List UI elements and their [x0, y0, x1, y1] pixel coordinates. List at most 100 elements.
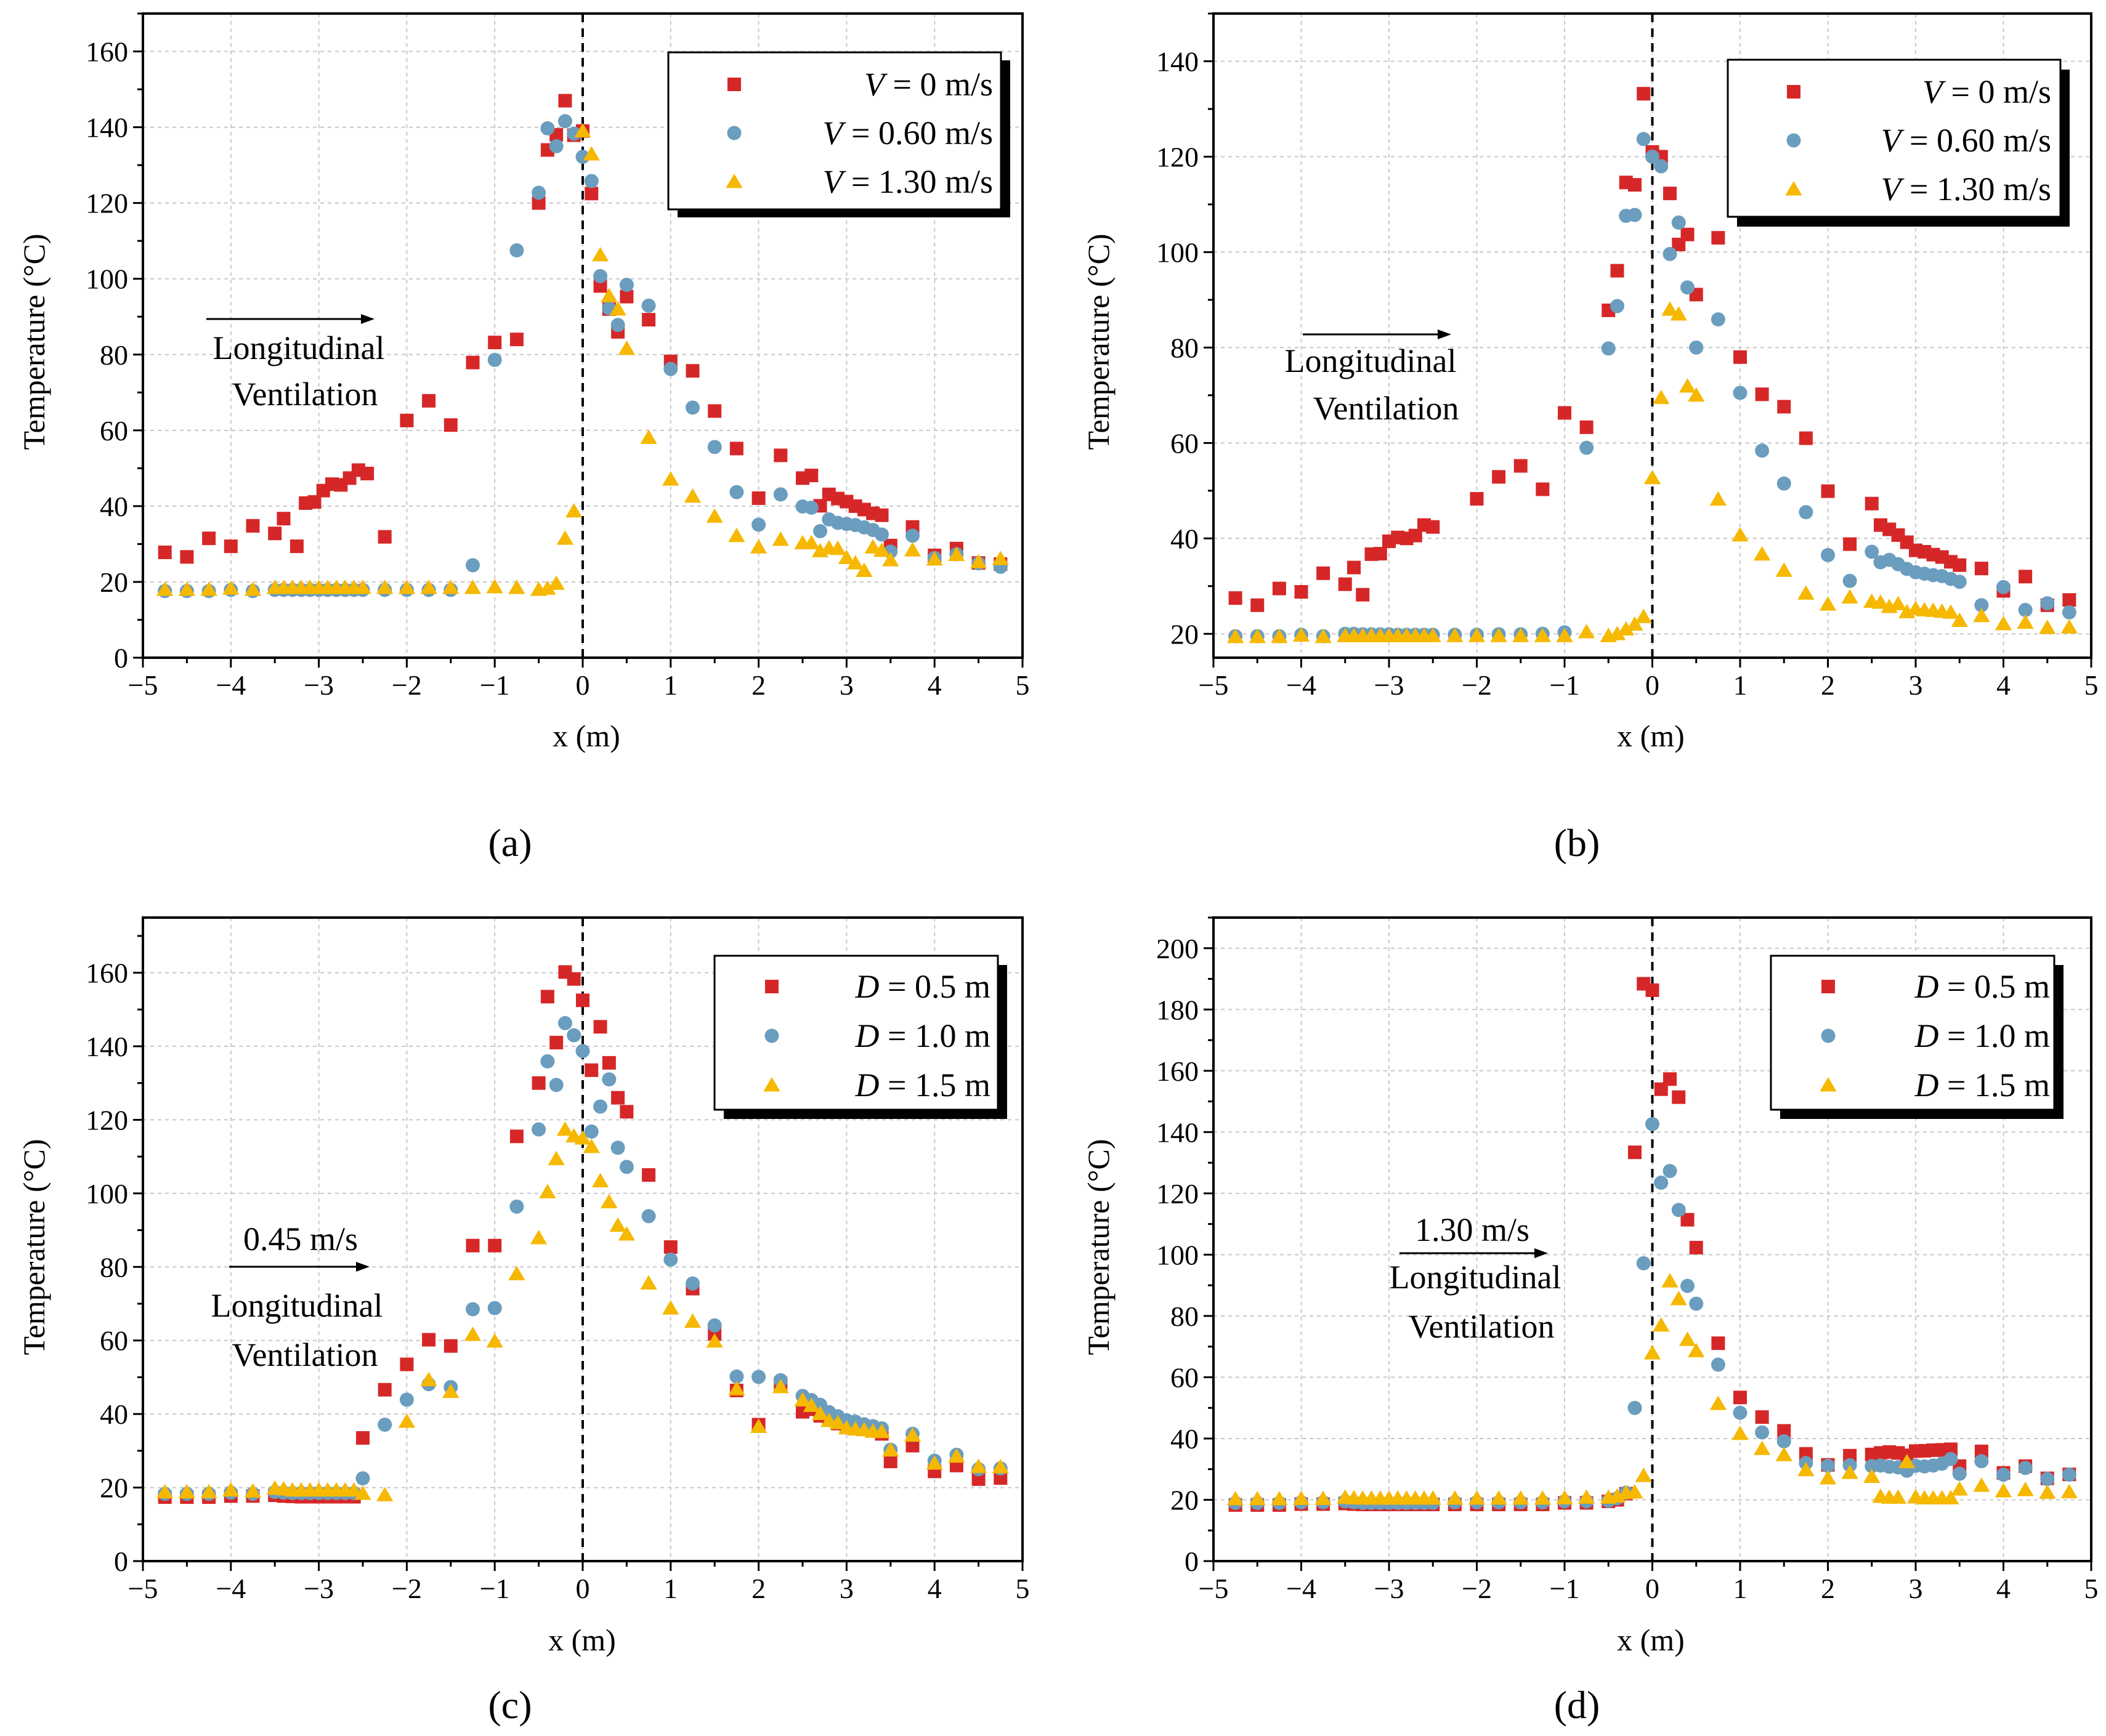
legend-marker-square — [727, 78, 741, 91]
legend-label-d05: D = 0.5 m — [855, 968, 990, 1005]
data-point-circle — [1654, 1175, 1669, 1190]
data-point-circle — [707, 440, 722, 454]
data-point-circle — [1733, 1405, 1748, 1420]
data-point-circle — [466, 1302, 480, 1317]
data-point-triangle — [1292, 627, 1310, 642]
x-tick-label: −3 — [304, 669, 334, 701]
data-point-square — [466, 1238, 480, 1253]
annotation-speed: 0.45 m/s — [243, 1221, 358, 1258]
data-point-circle — [751, 1370, 766, 1384]
data-point-triangle — [486, 578, 503, 594]
data-point-circle — [1996, 579, 2011, 594]
data-point-triangle — [1653, 389, 1670, 405]
data-point-circle — [509, 243, 524, 258]
data-point-triangle — [1468, 1490, 1486, 1505]
data-point-triangle — [398, 579, 416, 594]
data-point-circle — [1627, 1400, 1642, 1415]
data-point-square — [400, 413, 414, 427]
data-point-circle — [593, 1099, 608, 1114]
data-point-triangle — [1608, 626, 1626, 640]
data-point-triangle — [1709, 1395, 1727, 1410]
data-point-square — [307, 495, 322, 509]
data-point-triangle — [609, 1217, 626, 1232]
data-point-circle — [584, 174, 599, 188]
data-point-triangle — [1271, 628, 1288, 644]
y-tick-label: 200 — [1156, 933, 1199, 964]
data-point-triangle — [1618, 621, 1635, 636]
x-tick-label: 0 — [576, 1573, 590, 1604]
data-point-square — [488, 1238, 502, 1253]
data-point-triangle — [1889, 595, 1907, 610]
y-tick-label: 60 — [100, 415, 128, 446]
x-tick-label: −5 — [1199, 1573, 1229, 1604]
y-tick-label: 140 — [1156, 1116, 1199, 1148]
data-point-triangle — [1661, 301, 1679, 316]
data-point-triangle — [1775, 1447, 1792, 1461]
y-tick-label: 0 — [1185, 1546, 1199, 1577]
x-tick-label: −3 — [1374, 669, 1404, 701]
y-tick-label: 100 — [1156, 1239, 1199, 1270]
data-point-triangle — [1797, 1461, 1815, 1477]
data-point-circle — [729, 485, 744, 499]
data-point-triangle — [156, 1484, 174, 1499]
annotation-ventilation: Ventilation — [232, 376, 378, 413]
x-tick-label: 3 — [840, 669, 854, 701]
data-point-triangle — [948, 1448, 965, 1463]
data-point-circle — [1663, 247, 1677, 262]
x-tick-label: 5 — [2084, 1573, 2099, 1604]
data-point-circle — [1974, 598, 1989, 613]
y-tick-label: 120 — [1156, 141, 1199, 172]
data-point-circle — [540, 121, 555, 135]
data-point-square — [1953, 558, 1967, 572]
y-tick-label: 40 — [1170, 523, 1199, 554]
data-point-triangle — [2060, 1484, 2078, 1498]
data-point-circle — [1821, 547, 1835, 562]
data-point-triangle — [684, 1313, 702, 1328]
data-point-triangle — [803, 535, 820, 549]
data-point-circle — [641, 1209, 656, 1224]
data-point-triangle — [1226, 628, 1244, 644]
data-point-triangle — [904, 1427, 921, 1442]
x-tick-label: −2 — [1462, 669, 1492, 701]
data-point-triangle — [442, 579, 460, 594]
data-point-triangle — [926, 1455, 943, 1470]
annotation-ventilation: Ventilation — [1313, 390, 1459, 427]
data-point-square — [1672, 1090, 1686, 1104]
data-point-triangle — [354, 1485, 371, 1500]
legend-marker-circle — [764, 1028, 779, 1043]
data-point-square — [1637, 87, 1651, 101]
y-tick-label: 60 — [1170, 1362, 1199, 1393]
data-point-circle — [1663, 1164, 1677, 1179]
data-point-triangle — [838, 549, 856, 564]
data-point-triangle — [539, 1184, 556, 1198]
data-point-triangle — [222, 1482, 240, 1497]
data-point-triangle — [706, 1333, 723, 1348]
data-point-triangle — [486, 1333, 503, 1348]
y-tick-label: 100 — [86, 264, 128, 295]
x-tick-label: −1 — [480, 669, 510, 701]
x-tick-label: 2 — [751, 669, 766, 701]
y-tick-label: 160 — [86, 958, 128, 989]
data-point-triangle — [609, 301, 626, 316]
panel-a-chart: −5 −4 −3 −2 −1 0 1 2 3 4 5 0 20 40 60 80 100 120 140 160 x … — [17, 12, 1030, 865]
data-point-triangle — [1863, 1468, 1881, 1484]
data-point-circle — [549, 139, 564, 153]
x-tick-label: 2 — [751, 1573, 766, 1604]
x-axis-title: x (m) — [548, 1623, 616, 1657]
data-point-square — [1974, 562, 1988, 576]
data-point-triangle — [926, 551, 943, 566]
data-point-triangle — [591, 1173, 609, 1187]
data-point-triangle — [1468, 628, 1486, 642]
data-point-square — [585, 1063, 599, 1077]
x-tick-label: −1 — [1550, 669, 1580, 701]
x-tick-label: −3 — [1374, 1573, 1404, 1604]
legend-label-d15: D = 1.5 m — [855, 1067, 990, 1104]
data-point-circle — [584, 1124, 599, 1139]
y-tick-label: 160 — [1156, 1056, 1199, 1087]
data-point-triangle — [1670, 1291, 1687, 1306]
x-tick-label: 3 — [840, 1573, 854, 1604]
data-point-square — [1628, 1145, 1642, 1160]
annotation-longitudinal: Longitudinal — [1285, 342, 1457, 379]
data-point-triangle — [904, 542, 921, 557]
data-point-triangle — [1942, 604, 1959, 619]
